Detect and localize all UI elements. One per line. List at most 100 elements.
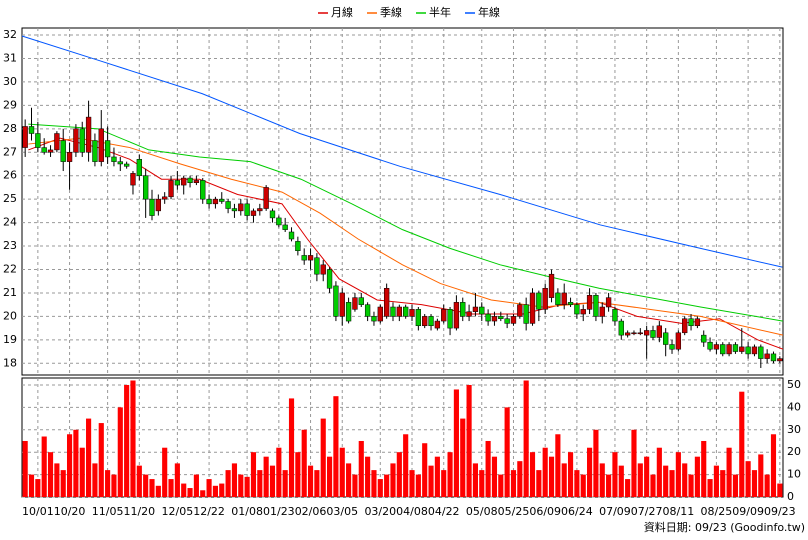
candle-body xyxy=(529,292,536,324)
candle-body xyxy=(739,346,745,352)
candle-body xyxy=(28,126,35,134)
candle-body xyxy=(453,302,460,329)
volume-bar xyxy=(472,463,478,497)
volume-bar xyxy=(612,452,618,497)
candle-body xyxy=(777,358,783,362)
volume-bar xyxy=(434,456,440,497)
volume-bar xyxy=(732,474,739,497)
source-note: 資料日期: 09/23 (Goodinfo.tw) xyxy=(644,520,805,534)
candle-body xyxy=(422,316,428,327)
ma-line xyxy=(21,35,783,268)
candle-body xyxy=(244,203,250,216)
volume-bar xyxy=(460,418,466,497)
candle-body xyxy=(491,316,498,322)
volume-bar xyxy=(92,463,98,497)
x-tick-label: 11/05 xyxy=(92,505,124,518)
y-tick-label: 22 xyxy=(3,262,17,275)
volume-bar xyxy=(466,384,472,497)
volume-bar xyxy=(637,463,643,497)
volume-bar xyxy=(669,470,675,497)
candle-body xyxy=(371,316,377,322)
candle-body xyxy=(92,140,98,162)
y-tick-label: 24 xyxy=(3,216,17,229)
candle-body xyxy=(498,316,504,319)
volume-bar xyxy=(707,479,713,497)
candle-body xyxy=(479,306,485,315)
candle-body xyxy=(701,334,707,343)
volume-bar xyxy=(587,447,593,497)
x-tick-label: 06/24 xyxy=(561,505,593,518)
candle-body xyxy=(637,332,643,335)
volume-bar xyxy=(453,389,459,497)
volume-bar xyxy=(155,485,161,497)
candle-body xyxy=(409,309,415,317)
volume-bar xyxy=(35,479,41,497)
volume-bar xyxy=(358,440,364,497)
candle-body xyxy=(548,273,555,298)
volume-bar xyxy=(307,465,314,497)
volume-bar xyxy=(149,479,155,497)
candle-body xyxy=(123,163,130,167)
volume-bar xyxy=(441,470,447,497)
candle-body xyxy=(263,187,269,209)
candle-body xyxy=(238,203,244,212)
volume-bar xyxy=(498,474,504,497)
candle-body xyxy=(219,198,225,202)
candle-body xyxy=(269,210,276,219)
volume-bar xyxy=(339,447,345,497)
candle-body xyxy=(111,156,117,162)
candle-body xyxy=(751,346,758,355)
candle-body xyxy=(720,344,726,355)
y-tick-label: 26 xyxy=(3,169,17,182)
candle-body xyxy=(441,309,447,322)
x-tick-label: 08/11 xyxy=(663,505,695,518)
volume-bar xyxy=(162,447,168,497)
volume-bar xyxy=(593,429,599,497)
candle-body xyxy=(675,332,682,350)
volume-bar xyxy=(130,380,136,497)
candle-body xyxy=(682,318,688,334)
volume-bar xyxy=(225,470,231,497)
volume-bar xyxy=(79,447,85,497)
volume-bar xyxy=(200,490,206,497)
candle-body xyxy=(605,297,612,308)
legend-label: 年線 xyxy=(478,5,500,19)
y-tick-label: 31 xyxy=(3,51,17,64)
candle-body xyxy=(574,304,580,315)
volume-bar xyxy=(491,456,498,497)
x-tick-label: 10/01 xyxy=(22,505,54,518)
candle-body xyxy=(764,353,770,359)
volume-bar xyxy=(73,429,79,497)
candle-body xyxy=(383,288,390,317)
y-tick-label: 28 xyxy=(3,122,17,135)
volume-bar xyxy=(726,447,732,497)
volume-bar xyxy=(384,474,390,497)
volume-bar xyxy=(536,470,542,497)
candle-body xyxy=(295,241,301,251)
candle-body xyxy=(257,208,263,212)
candle-body xyxy=(225,201,231,209)
y-tick-label: 30 xyxy=(3,75,17,88)
candle-body xyxy=(707,341,713,350)
volume-bar xyxy=(504,407,510,497)
x-tick-label: 09/09 xyxy=(732,505,764,518)
candle-body xyxy=(517,304,523,317)
candle-body xyxy=(396,306,402,317)
volume-bar xyxy=(479,470,485,497)
candle-body xyxy=(66,152,73,162)
candle-body xyxy=(536,292,542,310)
candle-body xyxy=(206,198,212,205)
candle-body xyxy=(447,309,453,329)
candle-body xyxy=(193,180,200,183)
candle-body xyxy=(694,318,701,327)
price-panel xyxy=(21,27,784,376)
candle-body xyxy=(212,198,219,205)
volume-bar xyxy=(346,463,352,497)
volume-bar xyxy=(510,470,517,497)
volume-bar xyxy=(561,463,567,497)
volume-bar xyxy=(250,452,257,497)
volume-bar xyxy=(124,384,130,497)
x-tick-label: 03/05 xyxy=(326,505,358,518)
candle-body xyxy=(333,285,339,317)
candle-body xyxy=(276,217,282,226)
